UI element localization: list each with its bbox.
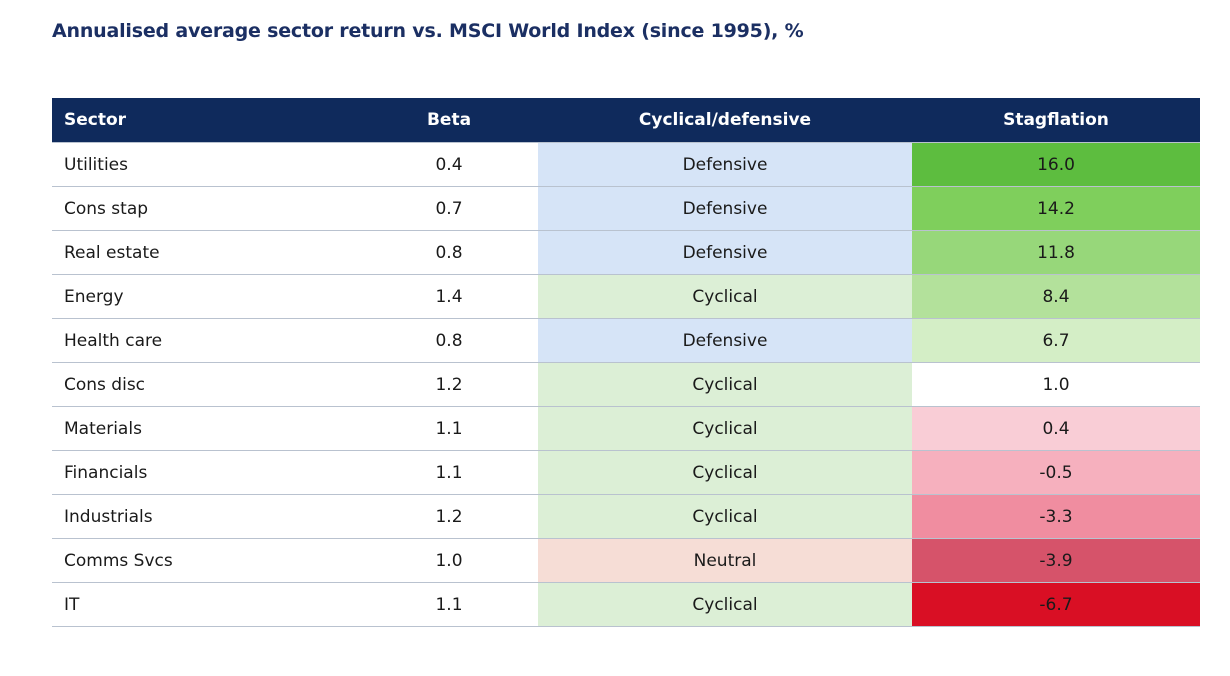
table-row: Industrials 1.2 Cyclical -3.3 [52, 494, 1200, 539]
cyclical-defensive-cell: Cyclical [538, 362, 912, 407]
cyclical-defensive-cell: Cyclical [538, 494, 912, 539]
table-row: Comms Svcs 1.0 Neutral -3.9 [52, 538, 1200, 583]
sector-return-table: Sector Beta Cyclical/defensive Stagflati… [52, 98, 1200, 627]
stagflation-cell: 16.0 [912, 142, 1200, 187]
beta-cell: 1.2 [360, 494, 538, 539]
beta-cell: 0.7 [360, 186, 538, 231]
stagflation-cell: 6.7 [912, 318, 1200, 363]
beta-cell: 1.0 [360, 538, 538, 583]
chart-title: Annualised average sector return vs. MSC… [52, 20, 804, 42]
sector-cell: IT [52, 582, 360, 627]
beta-cell: 0.4 [360, 142, 538, 187]
sector-cell: Materials [52, 406, 360, 451]
beta-cell: 1.1 [360, 406, 538, 451]
beta-cell: 0.8 [360, 230, 538, 275]
column-header-stagflation: Stagflation [912, 98, 1200, 143]
table-row: Financials 1.1 Cyclical -0.5 [52, 450, 1200, 495]
cyclical-defensive-cell: Defensive [538, 186, 912, 231]
stagflation-cell: -3.3 [912, 494, 1200, 539]
sector-cell: Cons disc [52, 362, 360, 407]
column-header-sector: Sector [52, 98, 360, 143]
beta-cell: 1.1 [360, 582, 538, 627]
cyclical-defensive-cell: Neutral [538, 538, 912, 583]
sector-cell: Real estate [52, 230, 360, 275]
table-row: IT 1.1 Cyclical -6.7 [52, 582, 1200, 627]
cyclical-defensive-cell: Cyclical [538, 406, 912, 451]
column-header-cyclical-defensive: Cyclical/defensive [538, 98, 912, 143]
table-row: Materials 1.1 Cyclical 0.4 [52, 406, 1200, 451]
table-row: Cons stap 0.7 Defensive 14.2 [52, 186, 1200, 231]
sector-cell: Energy [52, 274, 360, 319]
cyclical-defensive-cell: Cyclical [538, 582, 912, 627]
stagflation-cell: -0.5 [912, 450, 1200, 495]
sector-cell: Comms Svcs [52, 538, 360, 583]
table-row: Cons disc 1.2 Cyclical 1.0 [52, 362, 1200, 407]
beta-cell: 1.1 [360, 450, 538, 495]
stagflation-cell: -3.9 [912, 538, 1200, 583]
table-row: Real estate 0.8 Defensive 11.8 [52, 230, 1200, 275]
table-body: Utilities 0.4 Defensive 16.0 Cons stap 0.7 Def… [52, 142, 1200, 627]
table-row: Utilities 0.4 Defensive 16.0 [52, 142, 1200, 187]
sector-cell: Utilities [52, 142, 360, 187]
cyclical-defensive-cell: Defensive [538, 230, 912, 275]
stagflation-cell: 0.4 [912, 406, 1200, 451]
table-row: Health care 0.8 Defensive 6.7 [52, 318, 1200, 363]
beta-cell: 0.8 [360, 318, 538, 363]
stagflation-cell: 11.8 [912, 230, 1200, 275]
cyclical-defensive-cell: Defensive [538, 142, 912, 187]
table-header-row: Sector Beta Cyclical/defensive Stagflati… [52, 98, 1200, 143]
cyclical-defensive-cell: Cyclical [538, 274, 912, 319]
sector-cell: Financials [52, 450, 360, 495]
cyclical-defensive-cell: Cyclical [538, 450, 912, 495]
beta-cell: 1.2 [360, 362, 538, 407]
column-header-beta: Beta [360, 98, 538, 143]
stagflation-cell: 14.2 [912, 186, 1200, 231]
stagflation-cell: 8.4 [912, 274, 1200, 319]
sector-cell: Industrials [52, 494, 360, 539]
cyclical-defensive-cell: Defensive [538, 318, 912, 363]
beta-cell: 1.4 [360, 274, 538, 319]
sector-cell: Health care [52, 318, 360, 363]
stagflation-cell: -6.7 [912, 582, 1200, 627]
table-row: Energy 1.4 Cyclical 8.4 [52, 274, 1200, 319]
sector-cell: Cons stap [52, 186, 360, 231]
stagflation-cell: 1.0 [912, 362, 1200, 407]
